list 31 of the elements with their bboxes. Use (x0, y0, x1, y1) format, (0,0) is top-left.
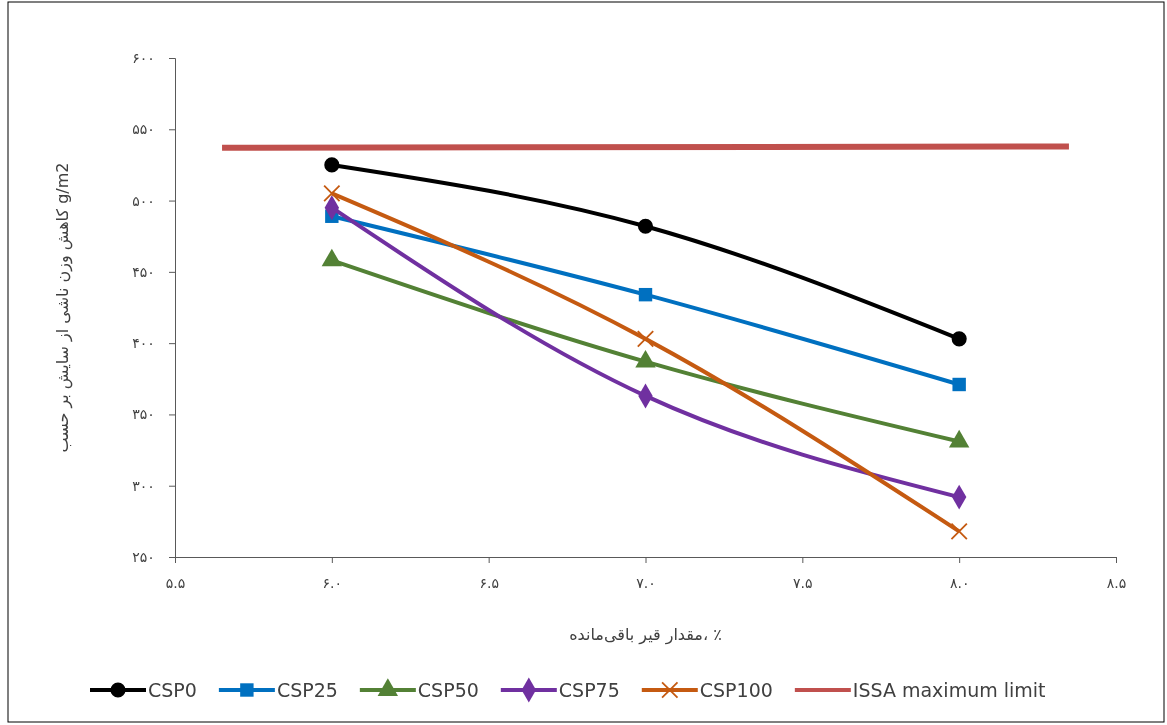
y-tick-label: ۳۰۰ (132, 477, 155, 494)
y-tick-label: ۵۰۰ (132, 192, 155, 209)
x-axis-title: مقدار قیر باقی‌مانده، ٪ (569, 625, 722, 645)
x-tick-label: ۸.۵ (1106, 575, 1127, 592)
legend-label: ISSA maximum limit (852, 678, 1046, 701)
point (637, 218, 654, 234)
point (950, 522, 968, 540)
point (638, 287, 653, 302)
point (323, 184, 341, 203)
point (324, 157, 340, 173)
point (952, 377, 966, 392)
point (951, 331, 967, 347)
y-tick-label: ۴۵۰ (132, 263, 155, 280)
y-axis-title: کاهش وزن ناشی از سایش بر حسب g/m2 (53, 162, 73, 453)
y-tick-label: ۶۰۰ (132, 49, 155, 66)
y-tick-label: ۴۰۰ (132, 335, 155, 352)
x-tick-label: ۷.۵ (793, 575, 813, 592)
x-tick-label: ۸.۰ (949, 575, 970, 592)
y-tick-label: ۲۵۰ (132, 548, 155, 565)
legend-label: CSP0 (148, 678, 197, 701)
legend-label: CSP100 (699, 678, 773, 701)
x-tick-label: ۶.۵ (479, 575, 499, 592)
x-tick-label: ۶.۰ (322, 575, 343, 592)
x-tick-label: ۷.۰ (636, 575, 656, 592)
legend-label: CSP50 (417, 678, 479, 701)
y-tick-label: ۳۵۰ (132, 406, 155, 423)
y-tick-label: ۵۵۰ (132, 121, 155, 138)
legend-label: CSP25 (276, 678, 338, 701)
legend-label: CSP75 (558, 678, 620, 701)
x-tick-label: ۵.۵ (165, 575, 186, 592)
point (636, 330, 655, 348)
